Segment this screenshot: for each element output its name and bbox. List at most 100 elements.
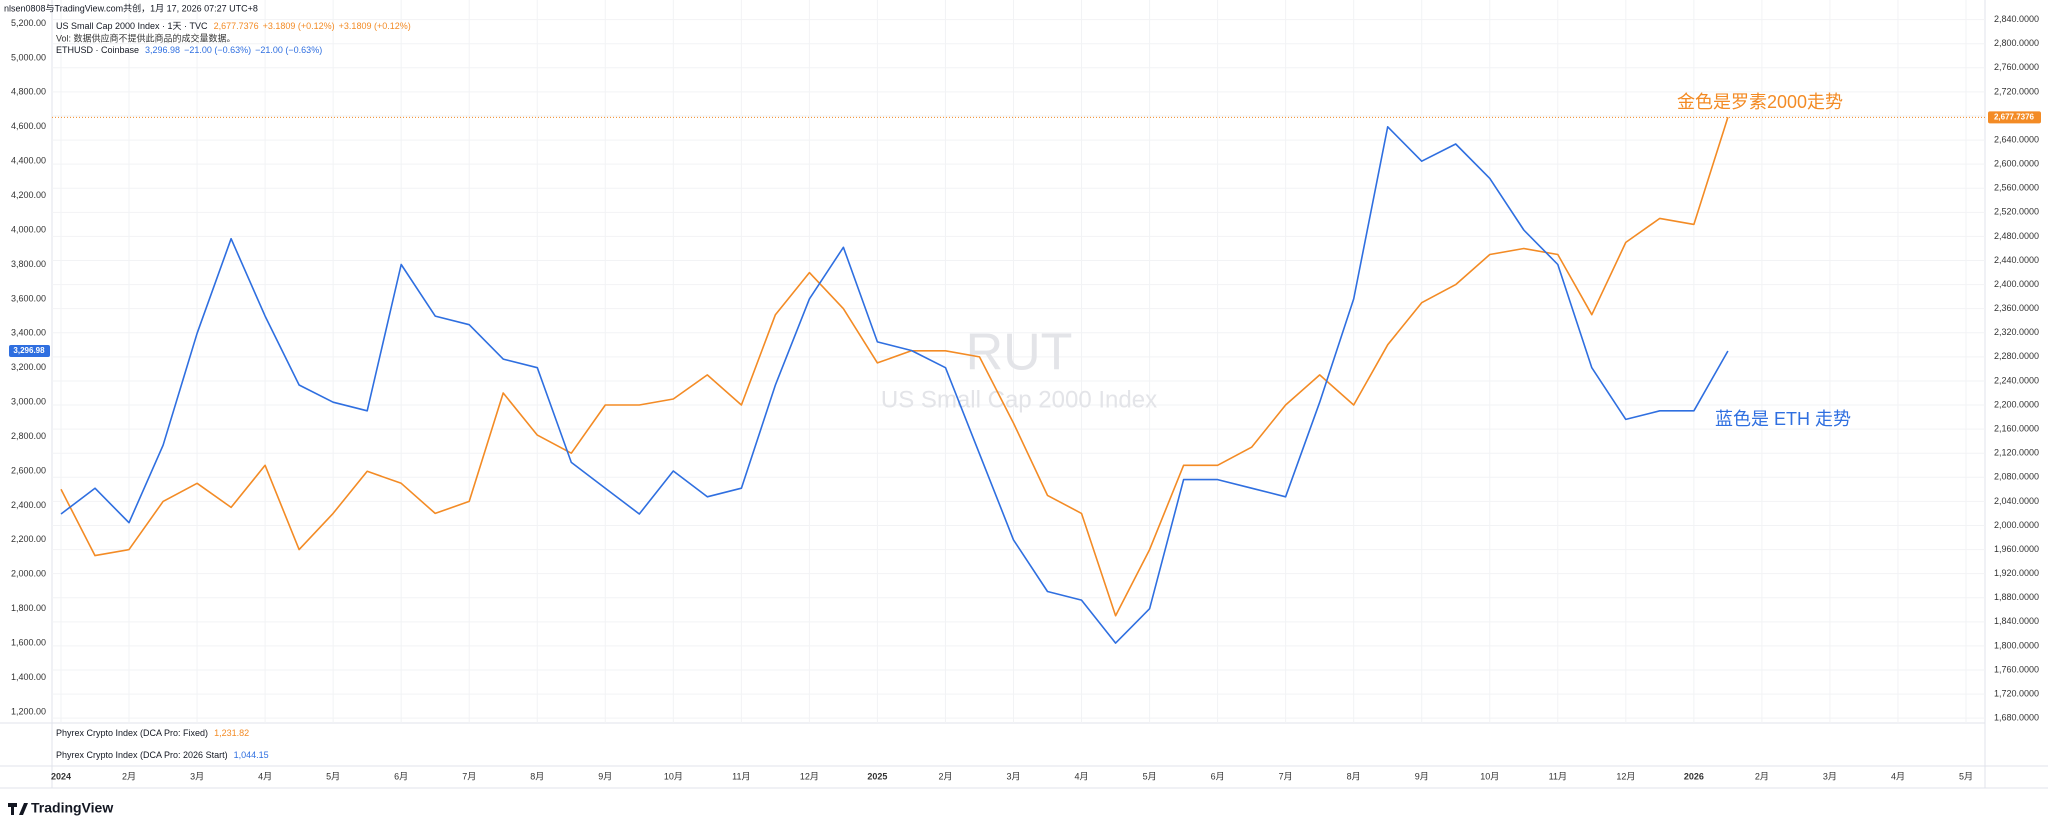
legend-change: −21.00 (−0.63%) [255,45,322,55]
y2-tick-label: 2,560.0000 [1994,183,2039,193]
y-tick-label: 5,200.00 [11,18,46,28]
x-tick-label: 4月 [1075,771,1089,781]
y-tick-label: 3,000.00 [11,397,46,407]
y2-tick-label: 1,800.0000 [1994,640,2039,650]
x-tick-label: 11月 [1549,771,1567,781]
y-tick-label: 1,600.00 [11,638,46,648]
legend-change: −21.00 (−0.63%) [184,45,251,55]
y2-tick-label: 1,880.0000 [1994,592,2039,602]
watermark-name: US Small Cap 2000 Index [881,386,1157,413]
y-tick-label: 3,600.00 [11,293,46,303]
x-tick-label: 3月 [1823,771,1837,781]
watermark-symbol: RUT [966,324,1073,382]
x-tick-label: 3月 [190,771,204,781]
y2-tick-label: 2,000.0000 [1994,520,2039,530]
x-tick-label: 12月 [1616,771,1635,781]
annotation: 蓝色是 ETH 走势 [1715,409,1851,429]
y2-tick-label: 1,920.0000 [1994,568,2039,578]
x-tick-label: 11月 [732,771,750,781]
x-tick-label: 8月 [530,771,544,781]
logo-text: TradingView [31,800,113,816]
y2-tick-label: 2,520.0000 [1994,207,2039,217]
price-tag [9,345,50,358]
series-line [60,117,1729,617]
y2-tick-label: 2,720.0000 [1994,86,2039,96]
x-tick-label: 7月 [462,771,476,781]
grid [52,0,1985,723]
y2-tick-label: 2,400.0000 [1994,279,2039,289]
y2-tick-label: 2,600.0000 [1994,159,2039,169]
y2-tick-label: 1,760.0000 [1994,664,2039,674]
legend-value: 2,677.7376 [214,21,259,31]
y2-tick-label: 2,840.0000 [1994,14,2039,24]
x-tick-label: 5月 [326,771,340,781]
x-tick-label: 5月 [1143,771,1157,781]
x-tick-label: 2026 [1684,771,1704,781]
y-tick-label: 1,200.00 [11,706,46,716]
y-tick-label: 2,000.00 [11,569,46,579]
indicator-name: Phyrex Crypto Index (DCA Pro: Fixed) [56,728,208,738]
y-tick-label: 5,000.00 [11,52,46,62]
x-tick-label: 9月 [1415,771,1429,781]
x-tick-label: 2025 [867,771,887,781]
y-tick-label: 4,200.00 [11,190,46,200]
x-tick-label: 2024 [51,771,71,781]
y2-tick-label: 2,480.0000 [1994,231,2039,241]
indicator-row: Phyrex Crypto Index (DCA Pro: 2026 Start… [56,750,269,760]
y2-tick-label: 2,760.0000 [1994,62,2039,72]
indicator-value: 1,044.15 [234,750,269,760]
legend-name: ETHUSD · Coinbase [56,45,139,55]
indicator-value: 1,231.82 [214,728,249,738]
x-tick-label: 7月 [1279,771,1293,781]
y-tick-label: 1,800.00 [11,603,46,613]
y-tick-label: 3,800.00 [11,259,46,269]
y2-tick-label: 2,640.0000 [1994,134,2039,144]
x-tick-label: 2月 [938,771,952,781]
x-tick-label: 3月 [1006,771,1020,781]
legend-change: +3.1809 (+0.12%) [339,21,411,31]
price-tag-label: 2,677.7376 [1994,112,2035,121]
legend-name: US Small Cap 2000 Index · 1天 · TVC [56,21,208,31]
legend-value: 3,296.98 [145,45,180,55]
logo-mark [8,803,28,815]
y2-tick-label: 2,360.0000 [1994,303,2039,313]
y2-tick-label: 2,120.0000 [1994,448,2039,458]
legend-change: +3.1809 (+0.12%) [263,21,335,31]
annotation: 金色是罗素2000走势 [1677,92,1843,112]
y2-tick-label: 2,280.0000 [1994,351,2039,361]
legend-row: US Small Cap 2000 Index · 1天 · TVC 2,677.… [56,21,411,31]
x-tick-label: 9月 [598,771,612,781]
y2-tick-label: 2,040.0000 [1994,496,2039,506]
price-tag-label: 3,296.98 [13,346,45,355]
x-tick-label: 2月 [1755,771,1769,781]
price-tag [1988,111,2041,124]
logo: TradingView [8,800,113,816]
legend-row: ETHUSD · Coinbase 3,296.98 −21.00 (−0.63%)… [56,45,322,55]
y2-tick-label: 2,080.0000 [1994,472,2039,482]
y-tick-label: 4,800.00 [11,87,46,97]
credit: nlsen0808与TradingView.com共创，1月 17, 2026 … [4,2,258,13]
x-tick-label: 2月 [122,771,136,781]
y-tick-label: 4,000.00 [11,224,46,234]
y2-tick-label: 1,840.0000 [1994,616,2039,626]
y-tick-label: 1,400.00 [11,672,46,682]
y-tick-label: 2,400.00 [11,500,46,510]
x-tick-label: 10月 [664,771,683,781]
x-tick-label: 12月 [800,771,819,781]
y2-tick-label: 1,680.0000 [1994,713,2039,723]
y-tick-label: 4,600.00 [11,121,46,131]
y-tick-label: 2,600.00 [11,465,46,475]
x-tick-label: 8月 [1347,771,1361,781]
indicator-name: Phyrex Crypto Index (DCA Pro: 2026 Start… [56,750,228,760]
y2-tick-label: 1,720.0000 [1994,688,2039,698]
x-tick-label: 5月 [1959,771,1973,781]
plot [52,116,1985,644]
y-tick-label: 3,400.00 [11,328,46,338]
x-tick-label: 4月 [258,771,272,781]
y-tick-label: 4,400.00 [11,156,46,166]
series-line [60,126,1729,644]
y2-tick-label: 2,800.0000 [1994,38,2039,48]
y-tick-label: 3,200.00 [11,362,46,372]
